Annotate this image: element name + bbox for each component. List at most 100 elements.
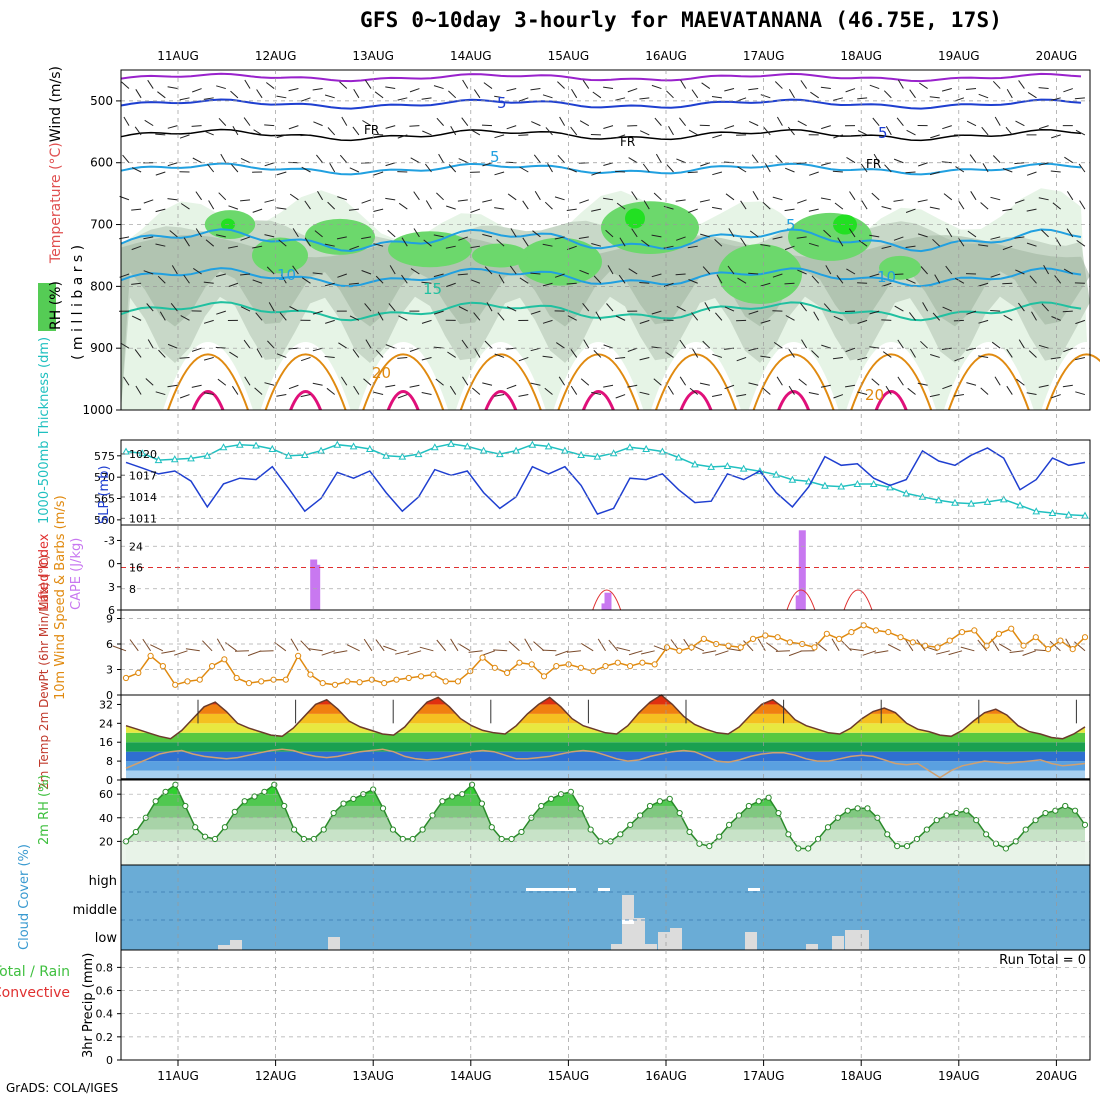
wind-barb: [748, 272, 759, 275]
wind-barb: [377, 311, 384, 321]
wind-barb: [667, 385, 674, 395]
wind10-barb: [581, 642, 594, 652]
wind-barb: [966, 382, 977, 386]
wind-barb: [897, 376, 904, 386]
wind-barb: [349, 245, 360, 251]
wind10-line-point: [553, 663, 560, 670]
wind-barb: [749, 230, 759, 238]
temp-tick-label: 24: [99, 717, 113, 730]
wind-barb: [353, 385, 360, 395]
wind-barb: [941, 161, 952, 164]
top-date-label: 12AUG: [255, 49, 297, 63]
thickness-line-point: [902, 489, 911, 497]
wind-barb: [784, 208, 795, 212]
wind-barb: [857, 319, 868, 324]
wind-barb: [663, 282, 674, 287]
wind-barb: [1028, 350, 1037, 358]
wind-barb: [542, 319, 553, 324]
wind-barb: [147, 339, 154, 349]
wind10-line-point: [700, 635, 707, 643]
wind10-line-point: [528, 661, 535, 668]
wind-barb: [736, 394, 747, 397]
wind-barb: [522, 200, 529, 210]
temp2m-line: [125, 694, 1086, 740]
wind-barb: [373, 133, 384, 136]
wind-barb: [253, 129, 263, 136]
wind-barb: [788, 385, 795, 395]
rh2m-line-point: [785, 831, 792, 838]
wind-barb: [736, 356, 747, 362]
thickness-line-point: [365, 444, 374, 452]
rh2m-line-point: [963, 807, 970, 814]
wind-barb: [772, 196, 783, 201]
wind-barb: [216, 310, 226, 315]
rh-high-blob: [879, 255, 921, 280]
rh2m-line-point: [182, 802, 189, 810]
wind-barb: [800, 80, 808, 89]
wind-barb: [1029, 275, 1037, 284]
rh2m-line-point: [567, 788, 574, 795]
wind10-line-point: [958, 629, 966, 636]
rh2m-line-point: [508, 835, 515, 843]
wind-barb: [385, 384, 396, 388]
wind-barb: [1031, 311, 1037, 321]
rh2m-band: [126, 817, 1085, 830]
wind-barb: [470, 208, 481, 213]
cape-tick-label: 8: [129, 583, 136, 596]
wind-barb: [627, 88, 638, 93]
wind-barb: [421, 97, 432, 100]
wind-barb: [231, 385, 239, 395]
wind-barb: [482, 233, 493, 238]
thickness-line-point: [999, 495, 1008, 503]
wind-barb: [772, 236, 783, 240]
wind-barb: [1063, 347, 1073, 353]
rh2m-line-point: [577, 805, 584, 812]
wind-barb: [518, 97, 529, 102]
rh-saturated-blob: [625, 208, 645, 229]
wind10-line-point: [663, 644, 671, 651]
wind-barb: [715, 312, 723, 321]
wind-barb: [679, 376, 687, 386]
wind-barb: [336, 236, 347, 240]
wind-barb: [1002, 168, 1013, 173]
wind-barb: [861, 200, 868, 210]
precip-legend-convective: Convective: [0, 985, 70, 1001]
wind-barb: [680, 79, 687, 89]
rh2m-line-point: [1002, 845, 1010, 852]
wind-barb: [1074, 356, 1086, 361]
wind-barb: [991, 341, 1001, 349]
thickness-line-point: [561, 446, 569, 454]
thickness-line-point: [187, 454, 195, 462]
wind-barb: [797, 120, 807, 127]
wind-barb: [410, 157, 420, 164]
rh2m-line-point: [716, 833, 723, 840]
wind10-line-point: [995, 630, 1003, 637]
wind10-line-point: [774, 634, 781, 641]
wind10-line-point: [258, 678, 265, 685]
wind10-line-point: [823, 630, 830, 637]
wind-barb: [312, 310, 323, 315]
wind-barb: [797, 199, 807, 204]
thickness-line-point: [235, 440, 244, 448]
wind-barb: [530, 382, 541, 386]
wind10-line-point: [381, 680, 388, 687]
wind10-line-point: [491, 664, 498, 671]
wind-barb: [1078, 163, 1086, 173]
wind-barb: [470, 279, 481, 284]
wind-barb: [254, 387, 263, 395]
wind-barb: [530, 347, 541, 352]
wind-barb: [240, 157, 251, 164]
rh2m-line-point: [241, 798, 248, 805]
wind-barb: [1038, 87, 1049, 90]
wind-barb: [849, 191, 856, 201]
thickness-line-point: [398, 452, 407, 460]
wind-barb: [615, 356, 626, 359]
wind-barb: [556, 342, 565, 349]
wind10-line-point: [184, 678, 191, 685]
wind-barb: [858, 239, 868, 247]
thickness-line-point: [772, 470, 781, 478]
wind-barb: [183, 237, 190, 247]
wind-barb: [808, 392, 819, 396]
wind10-barb: [714, 650, 729, 656]
wind10-barb: [383, 645, 397, 652]
